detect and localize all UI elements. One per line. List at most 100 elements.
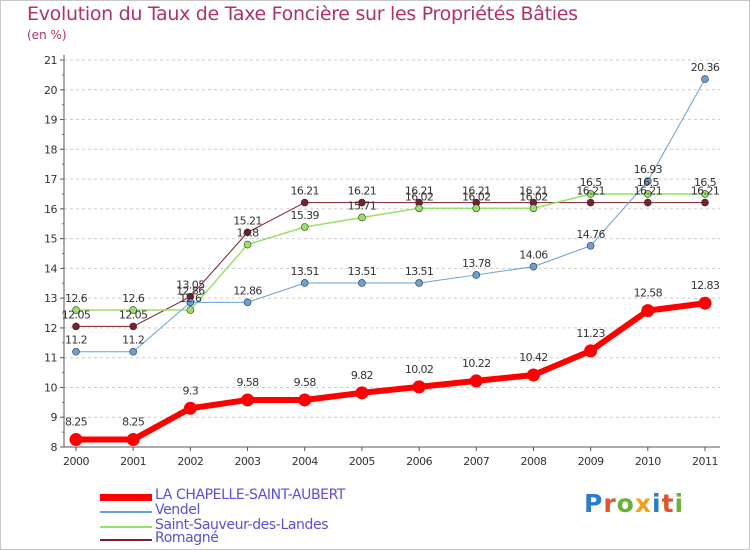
data-label: 16.21 xyxy=(290,185,319,198)
data-label: 11.2 xyxy=(65,334,87,347)
legend-label: Saint-Sauveur-des-Landes xyxy=(155,517,329,533)
y-tick-label: 20 xyxy=(44,84,57,97)
logo-letter: t xyxy=(661,489,675,518)
data-label: 12.05 xyxy=(62,308,91,321)
y-tick-label: 19 xyxy=(44,114,57,127)
data-label: 11.23 xyxy=(576,327,605,340)
data-label: 12.86 xyxy=(176,284,205,297)
data-point xyxy=(300,279,309,287)
data-label: 12.86 xyxy=(233,284,262,297)
data-label: 12.6 xyxy=(179,292,202,305)
data-point xyxy=(469,374,483,388)
data-point xyxy=(412,380,426,394)
series-line-3 xyxy=(76,300,706,443)
data-point xyxy=(586,198,595,207)
y-tick-label: 13 xyxy=(44,292,57,305)
data-label: 16.5 xyxy=(694,176,717,189)
data-label: 16.21 xyxy=(348,185,377,198)
data-label: 10.42 xyxy=(519,351,548,364)
data-point xyxy=(355,386,369,400)
x-tick-label: 2001 xyxy=(120,455,146,468)
y-tick-label: 17 xyxy=(44,173,57,186)
legend-swatch xyxy=(100,526,152,528)
data-label: 16.21 xyxy=(405,185,434,198)
data-label: 11.2 xyxy=(122,334,144,347)
x-tick-label: 2008 xyxy=(520,455,546,468)
data-point xyxy=(698,296,712,310)
data-point xyxy=(69,433,83,447)
y-tick-label: 10 xyxy=(44,381,57,394)
proxiti-logo: Proxiti xyxy=(584,489,684,518)
data-point xyxy=(129,347,137,356)
data-label: 8.25 xyxy=(122,416,145,429)
x-tick-label: 2000 xyxy=(63,455,89,468)
data-label: 13.51 xyxy=(405,265,434,278)
data-point xyxy=(72,347,80,356)
data-point xyxy=(243,298,252,307)
data-point xyxy=(701,190,709,198)
data-label-layer: 12.05 12.05 13.05 15.21 16.21 16.21 16.21 16.21… xyxy=(62,61,721,429)
data-point xyxy=(300,223,309,231)
data-label: 13.51 xyxy=(290,265,319,278)
logo-letter: x xyxy=(634,489,652,518)
y-tick-label: 16 xyxy=(44,203,57,216)
data-point xyxy=(358,198,366,207)
data-label: 16.21 xyxy=(691,185,720,198)
data-label: 9.58 xyxy=(236,376,259,389)
logo-letter: i xyxy=(674,489,685,518)
data-label: 16.21 xyxy=(462,185,491,198)
data-label: 12.6 xyxy=(122,292,145,305)
data-label: 13.05 xyxy=(176,279,205,292)
data-label: 9.3 xyxy=(183,384,199,397)
data-point xyxy=(243,240,252,249)
data-label: 9.82 xyxy=(351,369,373,382)
data-point xyxy=(243,228,252,237)
data-point xyxy=(72,306,80,314)
x-tick-label: 2011 xyxy=(692,455,718,468)
data-label: 14.06 xyxy=(519,249,548,262)
data-point xyxy=(641,304,655,318)
legend-swatch xyxy=(100,493,152,501)
x-tick-label: 2002 xyxy=(177,455,203,468)
data-label: 16.5 xyxy=(637,176,660,189)
logo-letter: i xyxy=(652,489,662,518)
data-point xyxy=(584,344,598,358)
data-label: 10.02 xyxy=(405,363,434,376)
data-label: 15.21 xyxy=(233,214,262,227)
legend-swatch xyxy=(100,539,152,541)
data-point xyxy=(526,368,540,382)
data-label: 16.21 xyxy=(634,185,663,198)
data-label: 20.36 xyxy=(691,61,720,74)
data-label: 15.71 xyxy=(348,199,377,212)
series-layer xyxy=(69,75,712,447)
data-label: 16.02 xyxy=(405,190,434,203)
series-line-0 xyxy=(76,202,705,327)
data-label: 14.76 xyxy=(576,228,605,241)
data-point xyxy=(183,401,197,415)
y-tick-label: 9 xyxy=(51,411,58,424)
data-label: 16.02 xyxy=(519,190,548,203)
x-tick-label: 2005 xyxy=(349,455,375,468)
data-point xyxy=(529,204,538,213)
data-point xyxy=(472,271,481,279)
unit-label: (en %) xyxy=(27,28,67,42)
data-label: 14.8 xyxy=(236,227,259,240)
legend-label: LA CHAPELLE-SAINT-AUBERT xyxy=(155,487,346,503)
data-point xyxy=(472,204,481,213)
x-tick-label: 2007 xyxy=(463,455,489,468)
data-label: 13.78 xyxy=(462,257,491,270)
data-point xyxy=(186,306,195,314)
x-tick-label: 2006 xyxy=(406,455,432,468)
data-point xyxy=(644,198,652,207)
y-tick-label: 8 xyxy=(51,441,58,454)
data-label: 16.93 xyxy=(634,163,663,176)
data-point xyxy=(415,204,423,213)
data-label: 16.21 xyxy=(576,185,605,198)
legend-label: Romagné xyxy=(155,530,219,546)
data-label: 12.6 xyxy=(65,292,88,305)
data-label: 10.22 xyxy=(462,357,491,370)
data-label: 16.02 xyxy=(462,190,491,203)
x-tick-label: 2003 xyxy=(235,455,261,468)
data-point xyxy=(358,213,366,222)
